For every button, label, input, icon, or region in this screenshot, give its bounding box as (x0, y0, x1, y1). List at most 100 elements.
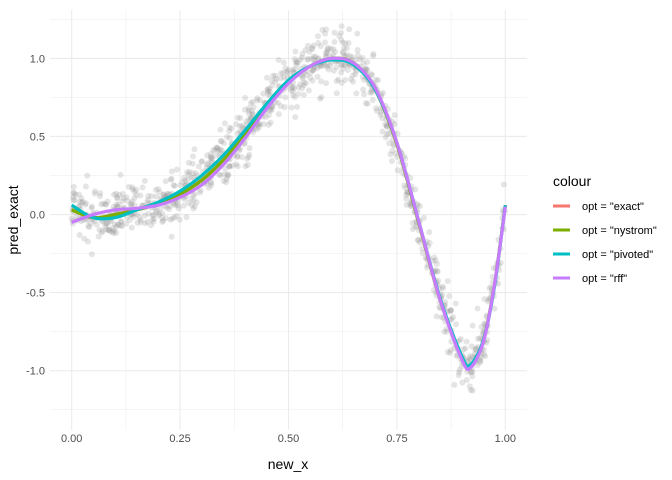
scatter-point (339, 48, 346, 55)
x-tick-label: 0.50 (278, 433, 299, 445)
scatter-point (338, 61, 345, 68)
scatter-point (338, 61, 345, 68)
scatter-point (291, 56, 298, 63)
scatter-point (429, 257, 436, 264)
scatter-point (221, 120, 228, 127)
y-tick-label: 0.5 (30, 131, 45, 143)
scatter-point (347, 76, 354, 83)
scatter-point (432, 257, 439, 264)
scatter-point (323, 63, 330, 70)
scatter-point (160, 191, 167, 198)
scatter-point (247, 100, 254, 107)
scatter-point (254, 95, 261, 102)
scatter-point (352, 71, 359, 78)
scatter-point (218, 147, 225, 154)
scatter-point (292, 48, 299, 55)
scatter-point (248, 108, 255, 115)
scatter-point (256, 121, 263, 128)
scatter-point (126, 217, 133, 224)
scatter-point (160, 217, 167, 224)
scatter-point (168, 175, 175, 182)
scatter-point (344, 67, 351, 74)
scatter-point (234, 152, 241, 159)
scatter-point (310, 67, 317, 74)
scatter-point (424, 264, 431, 271)
scatter-point (444, 348, 451, 355)
scatter-point (322, 30, 329, 37)
scatter-point (249, 110, 256, 117)
scatter-point (182, 177, 189, 184)
y-tick-label: -1.0 (26, 366, 45, 378)
scatter-point (148, 222, 155, 229)
scatter-point (223, 179, 230, 186)
scatter-point (484, 298, 491, 305)
scatter-point (367, 89, 374, 96)
scatter-point (482, 353, 489, 360)
scatter-point (277, 103, 284, 110)
scatter-point (217, 172, 224, 179)
x-tick-label: 0.00 (61, 433, 82, 445)
scatter-point (185, 159, 192, 166)
scatter-point (197, 187, 204, 194)
scatter-point (97, 190, 104, 197)
scatter-point (433, 267, 440, 274)
scatter-point (245, 105, 252, 112)
scatter-point (456, 369, 463, 376)
scatter-point (456, 366, 463, 373)
scatter-point (289, 66, 296, 73)
scatter-point (325, 44, 332, 51)
scatter-point (119, 198, 126, 205)
scatter-point (134, 219, 141, 226)
series-line (71, 56, 507, 371)
scatter-point (312, 53, 319, 60)
scatter-point (441, 328, 448, 335)
scatter-point (448, 316, 455, 323)
scatter-point (447, 347, 454, 354)
scatter-point (324, 61, 331, 68)
y-tick-label: -0.5 (26, 288, 45, 300)
scatter-point (223, 134, 230, 141)
scatter-point (323, 48, 330, 55)
scatter-point (245, 116, 252, 123)
scatter-point (345, 40, 352, 47)
scatter-point (208, 179, 215, 186)
scatter-point (173, 213, 180, 220)
legend-label: opt = "nystrom" (582, 225, 657, 237)
scatter-point (129, 186, 136, 193)
scatter-point (102, 201, 109, 208)
scatter-point (264, 86, 271, 93)
scatter-point (324, 46, 331, 53)
scatter-point (265, 88, 272, 95)
scatter-point (105, 227, 112, 234)
scatter-point (104, 198, 111, 205)
scatter-point (442, 299, 449, 306)
scatter-point (350, 78, 357, 85)
scatter-point (426, 229, 433, 236)
scatter-point (359, 54, 366, 61)
scatter-point (500, 181, 507, 188)
scatter-point (333, 64, 340, 71)
scatter-point (284, 68, 291, 75)
scatter-point (151, 215, 158, 222)
scatter-point (260, 90, 267, 97)
scatter-point (88, 203, 95, 210)
scatter-point (169, 215, 176, 222)
scatter-point (338, 23, 345, 30)
scatter-point (215, 147, 222, 154)
scatter-point (308, 44, 315, 51)
scatter-point (272, 78, 279, 85)
scatter-point (314, 73, 321, 80)
scatter-point (439, 283, 446, 290)
x-tick-label: 0.75 (386, 433, 407, 445)
scatter-point (303, 71, 310, 78)
scatter-point (267, 107, 274, 114)
scatter-point (468, 343, 475, 350)
scatter-point (409, 226, 416, 233)
scatter-point (314, 33, 321, 40)
scatter-point (153, 207, 160, 214)
scatter-point (357, 56, 364, 63)
scatter-point (117, 171, 124, 178)
scatter-point (364, 67, 371, 74)
scatter-point (379, 115, 386, 122)
scatter-point (192, 170, 199, 177)
